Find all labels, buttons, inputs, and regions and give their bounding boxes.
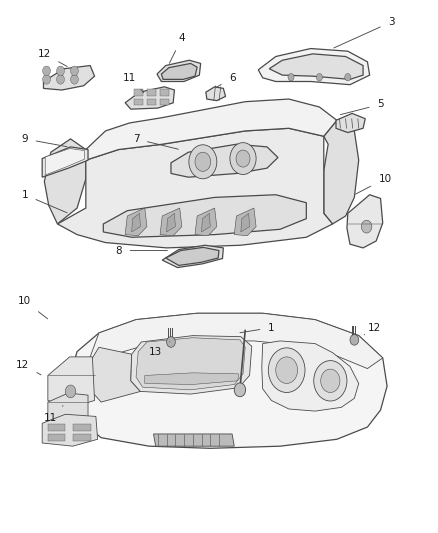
Circle shape (71, 66, 78, 76)
Bar (73, 434, 91, 441)
Text: 12: 12 (16, 360, 41, 375)
Circle shape (65, 385, 76, 398)
Circle shape (42, 75, 50, 84)
Polygon shape (201, 213, 210, 232)
Bar (48, 424, 65, 431)
Text: 11: 11 (44, 406, 63, 423)
Circle shape (314, 361, 347, 401)
Polygon shape (153, 434, 234, 446)
Circle shape (42, 66, 50, 76)
Polygon shape (171, 144, 278, 177)
Polygon shape (86, 313, 383, 368)
Polygon shape (48, 357, 95, 407)
Circle shape (288, 74, 294, 81)
Circle shape (350, 335, 359, 345)
Polygon shape (258, 49, 370, 85)
Text: 8: 8 (115, 246, 167, 255)
Circle shape (316, 74, 322, 81)
Polygon shape (103, 195, 306, 237)
Circle shape (189, 145, 217, 179)
Polygon shape (157, 60, 201, 82)
Text: 10: 10 (18, 296, 48, 319)
Polygon shape (269, 54, 363, 79)
Text: 13: 13 (149, 342, 170, 357)
Polygon shape (57, 128, 332, 248)
Polygon shape (262, 341, 359, 411)
Bar (134, 99, 143, 106)
Polygon shape (48, 393, 88, 427)
Bar (147, 89, 155, 96)
Circle shape (57, 66, 64, 76)
Circle shape (268, 348, 305, 392)
Circle shape (236, 150, 250, 167)
Circle shape (166, 337, 175, 348)
Polygon shape (132, 213, 141, 232)
Polygon shape (206, 87, 226, 101)
Polygon shape (234, 208, 256, 236)
Polygon shape (125, 87, 174, 109)
Polygon shape (166, 247, 219, 265)
Circle shape (345, 74, 351, 81)
Bar (48, 434, 65, 441)
Bar (160, 89, 169, 96)
Text: 4: 4 (170, 33, 185, 63)
Polygon shape (195, 208, 217, 236)
Polygon shape (336, 114, 365, 133)
Circle shape (195, 152, 211, 171)
Circle shape (57, 75, 64, 84)
Polygon shape (44, 139, 86, 224)
Polygon shape (42, 147, 88, 177)
Text: 12: 12 (364, 322, 381, 335)
Text: 11: 11 (123, 73, 144, 93)
Circle shape (230, 143, 256, 174)
Polygon shape (347, 195, 383, 248)
Text: 1: 1 (240, 322, 275, 333)
Bar (73, 424, 91, 431)
Polygon shape (324, 120, 359, 224)
Polygon shape (131, 336, 252, 394)
Polygon shape (161, 63, 197, 79)
Text: 3: 3 (334, 17, 395, 48)
Circle shape (71, 75, 78, 84)
Polygon shape (42, 414, 98, 446)
Circle shape (321, 369, 340, 392)
Text: 5: 5 (340, 99, 384, 115)
Polygon shape (86, 99, 337, 160)
Bar (134, 89, 143, 96)
Polygon shape (166, 213, 175, 232)
Text: 12: 12 (38, 49, 67, 67)
Bar (160, 99, 169, 106)
Polygon shape (160, 208, 182, 236)
Circle shape (276, 357, 297, 383)
Bar (147, 99, 155, 106)
Text: 6: 6 (216, 73, 235, 88)
Polygon shape (45, 149, 85, 175)
Text: 10: 10 (356, 174, 392, 194)
Polygon shape (162, 245, 223, 268)
Polygon shape (145, 373, 239, 384)
Polygon shape (86, 348, 141, 402)
Polygon shape (125, 208, 147, 236)
Polygon shape (68, 313, 387, 448)
Circle shape (361, 220, 372, 233)
Polygon shape (136, 338, 245, 390)
Polygon shape (43, 66, 95, 90)
Text: 1: 1 (21, 190, 67, 213)
Circle shape (234, 383, 246, 397)
Text: 7: 7 (133, 134, 178, 149)
Text: 9: 9 (21, 134, 67, 147)
Polygon shape (241, 213, 250, 232)
